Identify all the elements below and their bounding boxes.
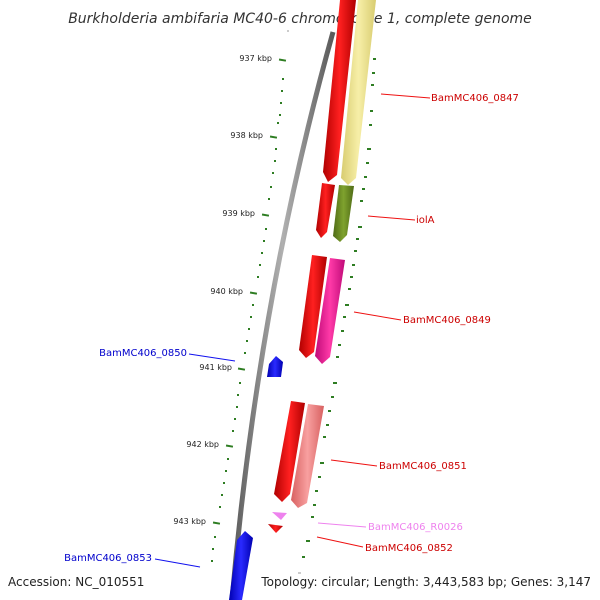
gene-bar-0850-blue[interactable] (267, 356, 283, 377)
chromosome-backbone (229, 31, 336, 600)
gene-label[interactable]: iolA (416, 215, 435, 226)
gene-bar-iola-olive[interactable] (333, 185, 354, 242)
gene-bar-0847-red[interactable] (323, 0, 356, 182)
gene-bar-0849-red[interactable] (299, 255, 327, 358)
gene-bar-0847-yellow[interactable] (341, 0, 376, 185)
tick-label: 943 kbp (173, 517, 206, 526)
gene-label[interactable]: BamMC406_0849 (403, 315, 491, 326)
tick-label: 937 kbp (239, 54, 272, 63)
gene-bar-iola-red[interactable] (316, 183, 335, 238)
tick-track (211, 30, 376, 574)
tick-label: 939 kbp (222, 209, 255, 218)
topology-text: Topology: circular; Length: 3,443,583 bp… (260, 575, 591, 589)
gene-bar-0851-red[interactable] (274, 401, 305, 502)
major-ticks (212, 58, 287, 525)
accession-text: Accession: NC_010551 (8, 575, 144, 589)
gene-label[interactable]: BamMC406_0847 (431, 93, 519, 104)
gene-label[interactable]: BamMC406_0851 (379, 461, 467, 472)
gene-bar-r0026-pink[interactable] (272, 512, 287, 520)
tick-label: 941 kbp (199, 363, 232, 372)
leader-lines (154, 93, 431, 568)
gene-label[interactable]: BamMC406_R0026 (368, 522, 463, 533)
tick-label: 942 kbp (186, 440, 219, 449)
gene-bar-0851-salmon[interactable] (291, 404, 324, 508)
gene-bar-0853-blue[interactable] (229, 531, 253, 600)
tick-label: 940 kbp (210, 287, 243, 296)
tick-label: 938 kbp (230, 131, 263, 140)
map-title: Burkholderia ambifaria MC40-6 chromosome… (68, 11, 532, 27)
gene-bar-0852-red[interactable] (268, 524, 283, 533)
gene-glyphs (229, 0, 376, 600)
gene-bar-0849-magenta[interactable] (315, 258, 345, 364)
gene-label[interactable]: BamMC406_0853 (64, 553, 152, 564)
gene-label[interactable]: BamMC406_0852 (365, 543, 453, 554)
gene-label[interactable]: BamMC406_0850 (99, 348, 187, 359)
